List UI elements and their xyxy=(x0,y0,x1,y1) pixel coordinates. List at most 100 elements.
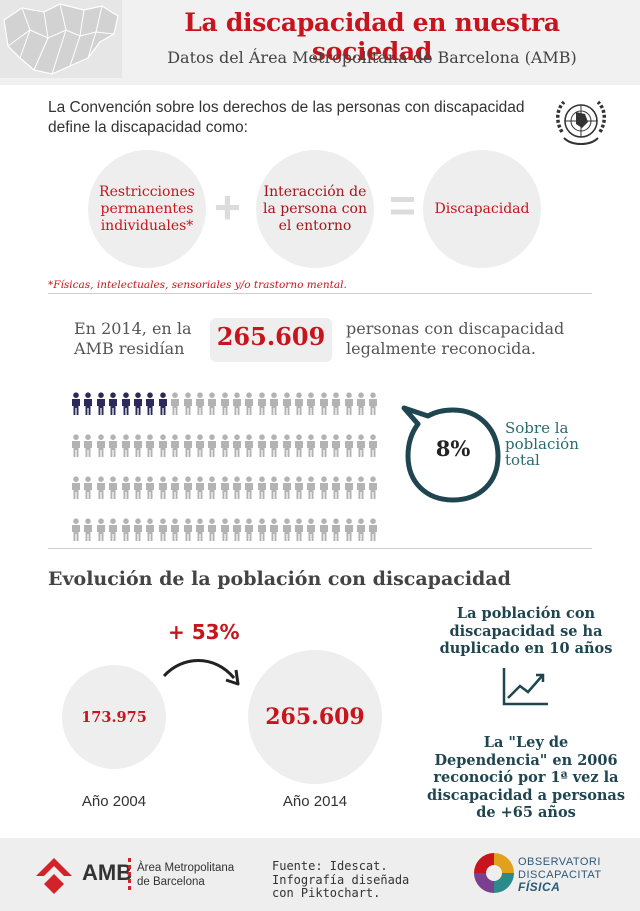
people-row xyxy=(70,518,382,544)
person-icon xyxy=(132,518,144,541)
disability-circle: Discapacidad xyxy=(423,150,541,268)
divider xyxy=(48,293,592,294)
person-icon xyxy=(243,434,255,457)
person-icon xyxy=(343,392,355,415)
person-icon xyxy=(231,434,243,457)
person-icon xyxy=(219,476,231,499)
obs-line-2: DISCAPACITAT xyxy=(518,868,602,881)
page-title: La discapacidad en nuestra sociedad xyxy=(184,8,560,66)
person-icon xyxy=(70,476,82,499)
person-icon xyxy=(182,518,194,541)
amb-full-name: Àrea Metropolitana de Barcelona xyxy=(137,861,234,889)
person-icon-highlighted xyxy=(132,392,144,415)
person-icon xyxy=(144,434,156,457)
person-icon xyxy=(281,518,293,541)
footnote: *Físicas, intelectuales, sensoriales y/o… xyxy=(48,279,347,291)
person-icon xyxy=(219,518,231,541)
person-icon xyxy=(194,434,206,457)
person-icon xyxy=(82,476,94,499)
amb-abbreviation: AMB xyxy=(82,860,133,885)
person-icon xyxy=(293,434,305,457)
person-icon xyxy=(355,518,367,541)
doubled-note: La población con discapacidad se ha dupl… xyxy=(439,605,613,657)
person-icon xyxy=(318,434,330,457)
person-icon xyxy=(182,476,194,499)
curved-arrow-icon xyxy=(162,659,240,686)
people-pictogram xyxy=(70,392,382,560)
person-icon xyxy=(256,434,268,457)
person-icon xyxy=(169,476,181,499)
person-icon xyxy=(206,518,218,541)
person-icon xyxy=(343,476,355,499)
person-icon-highlighted xyxy=(120,392,132,415)
person-icon xyxy=(268,392,280,415)
source-text: Fuente: Idescat. Infografía diseñada con… xyxy=(272,859,410,900)
person-icon xyxy=(330,518,342,541)
value-2004-circle: 173.975 xyxy=(62,665,166,769)
person-icon xyxy=(305,476,317,499)
person-icon-highlighted xyxy=(157,392,169,415)
equals-sign: = xyxy=(389,179,416,231)
obs-line-1: OBSERVATORI xyxy=(518,856,601,868)
population-number: 265.609 xyxy=(216,322,326,351)
person-icon xyxy=(107,518,119,541)
person-icon xyxy=(206,392,218,415)
restrictions-circle: Restricciones permanentes individuales* xyxy=(88,150,206,268)
intro-line-2: define la discapacidad como: xyxy=(48,119,248,136)
person-icon xyxy=(70,518,82,541)
person-icon xyxy=(70,434,82,457)
intro-text: La Convención sobre los derechos de las … xyxy=(48,98,568,138)
person-icon xyxy=(144,476,156,499)
person-icon xyxy=(330,476,342,499)
people-row xyxy=(70,476,382,502)
restrictions-label: Restricciones permanentes individuales* xyxy=(99,183,195,234)
person-icon xyxy=(293,392,305,415)
person-icon-highlighted xyxy=(144,392,156,415)
person-icon xyxy=(330,434,342,457)
person-icon xyxy=(132,434,144,457)
person-icon xyxy=(367,476,379,499)
person-icon-highlighted xyxy=(107,392,119,415)
evolution-title: Evolución de la población con discapacid… xyxy=(48,568,511,590)
intro-line-1: La Convención sobre los derechos de las … xyxy=(48,99,525,116)
person-icon xyxy=(231,392,243,415)
year-2014-label: Año 2014 xyxy=(282,793,348,810)
footer-band xyxy=(0,838,640,911)
percent-value: 8% xyxy=(435,436,471,461)
person-icon xyxy=(219,392,231,415)
person-icon xyxy=(182,434,194,457)
percent-label: Sobre la población total xyxy=(505,419,579,469)
person-icon xyxy=(231,476,243,499)
person-icon xyxy=(206,434,218,457)
person-icon xyxy=(281,476,293,499)
interaction-circle: Interacción de la persona con el entorno xyxy=(256,150,374,268)
person-icon xyxy=(268,476,280,499)
person-icon xyxy=(256,476,268,499)
person-icon xyxy=(367,518,379,541)
person-icon xyxy=(281,392,293,415)
page-subtitle: Datos del Área Metropolitana de Barcelon… xyxy=(167,48,577,67)
person-icon xyxy=(206,476,218,499)
person-icon xyxy=(305,434,317,457)
person-icon xyxy=(95,476,107,499)
person-icon xyxy=(194,392,206,415)
person-icon xyxy=(355,434,367,457)
person-icon xyxy=(95,434,107,457)
person-icon xyxy=(318,476,330,499)
value-2014-circle: 265.609 xyxy=(248,650,382,784)
person-icon xyxy=(169,434,181,457)
person-icon xyxy=(243,392,255,415)
population-pre-text: En 2014, en la AMB residían xyxy=(74,319,192,358)
person-icon xyxy=(194,518,206,541)
person-icon xyxy=(95,518,107,541)
person-icon xyxy=(157,518,169,541)
interaction-label: Interacción de la persona con el entorno xyxy=(263,183,367,234)
person-icon xyxy=(231,518,243,541)
divider xyxy=(48,548,592,549)
amb-separator xyxy=(128,858,131,890)
value-2004: 173.975 xyxy=(81,708,147,726)
observatori-name: OBSERVATORI DISCAPACITAT FÍSICA xyxy=(518,856,602,894)
person-icon xyxy=(219,434,231,457)
person-icon xyxy=(107,476,119,499)
person-icon xyxy=(367,434,379,457)
